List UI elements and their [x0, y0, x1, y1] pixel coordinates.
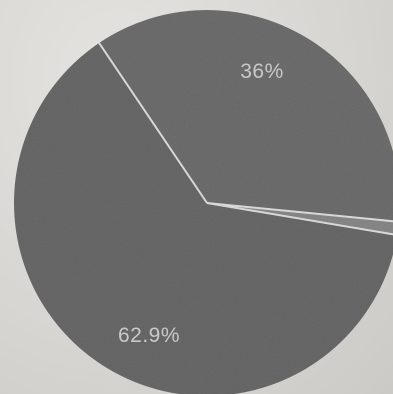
slice-label-36: 36% — [240, 60, 284, 83]
slice-divider-2 — [206, 202, 393, 236]
slice-divider-1 — [206, 202, 393, 223]
slice-divider-0 — [98, 42, 208, 204]
pie-slice-2 — [14, 42, 393, 394]
pie-slice-1 — [207, 203, 393, 235]
slice-label-62-9: 62.9% — [118, 324, 180, 347]
pie-slice-0 — [99, 10, 393, 222]
pie-dividers — [98, 42, 393, 236]
pie-slices — [14, 10, 393, 394]
